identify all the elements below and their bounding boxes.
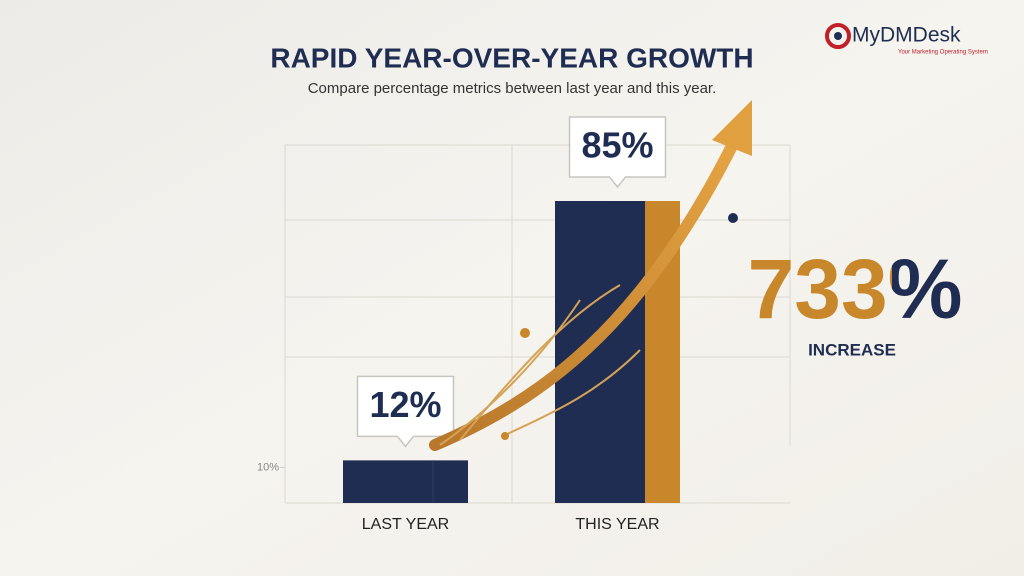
chart-subtitle: Compare percentage metrics between last … bbox=[308, 80, 717, 97]
callout-box bbox=[568, 116, 667, 189]
x-tick-label: THIS YEAR bbox=[575, 516, 659, 533]
logo: MyDMDesk Your Marketing Operating System bbox=[825, 23, 988, 56]
increase-label: INCREASE bbox=[808, 340, 896, 359]
chart-title: RAPID YEAR-OVER-YEAR GROWTH bbox=[270, 42, 753, 73]
decor-dot bbox=[728, 213, 738, 223]
logo-tagline: Your Marketing Operating System bbox=[898, 50, 988, 56]
growth-arrow bbox=[429, 134, 741, 451]
arrow-head bbox=[712, 100, 752, 156]
logo-icon bbox=[825, 23, 851, 49]
logo-dot bbox=[834, 32, 842, 40]
decor-arrows bbox=[439, 284, 641, 446]
increase-value: 733% bbox=[748, 242, 963, 336]
callout-box bbox=[356, 375, 455, 448]
bar bbox=[343, 460, 468, 503]
y-tick-label: 10% bbox=[257, 461, 279, 473]
value-label: 85% bbox=[581, 125, 653, 166]
x-tick-label: LAST YEAR bbox=[362, 516, 449, 533]
value-label: 12% bbox=[369, 384, 441, 425]
logo-name: MyDMDesk bbox=[852, 24, 961, 47]
decor-dot bbox=[520, 328, 530, 338]
decor-dot bbox=[501, 432, 509, 440]
